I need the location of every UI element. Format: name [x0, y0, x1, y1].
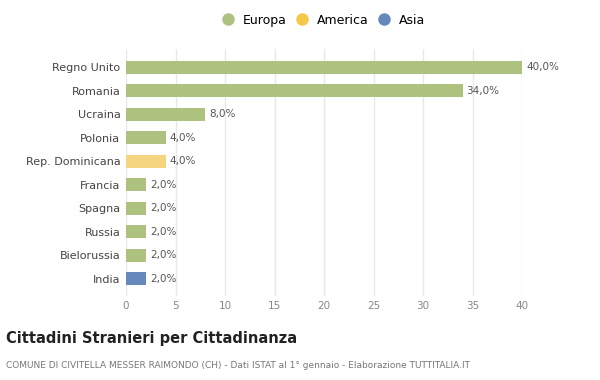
Text: 2,0%: 2,0% — [150, 227, 176, 237]
Bar — [126, 249, 146, 262]
Bar — [126, 108, 205, 120]
Text: 2,0%: 2,0% — [150, 180, 176, 190]
Text: Cittadini Stranieri per Cittadinanza: Cittadini Stranieri per Cittadinanza — [6, 331, 297, 345]
Text: 4,0%: 4,0% — [170, 133, 196, 142]
Bar — [126, 155, 166, 168]
Text: 8,0%: 8,0% — [209, 109, 236, 119]
Bar — [126, 61, 522, 74]
Text: 2,0%: 2,0% — [150, 203, 176, 213]
Text: 40,0%: 40,0% — [526, 62, 559, 72]
Bar — [126, 131, 166, 144]
Text: COMUNE DI CIVITELLA MESSER RAIMONDO (CH) - Dati ISTAT al 1° gennaio - Elaborazio: COMUNE DI CIVITELLA MESSER RAIMONDO (CH)… — [6, 361, 470, 370]
Bar — [126, 202, 146, 215]
Text: 4,0%: 4,0% — [170, 156, 196, 166]
Legend: Europa, America, Asia: Europa, America, Asia — [221, 11, 427, 29]
Text: 2,0%: 2,0% — [150, 274, 176, 284]
Text: 2,0%: 2,0% — [150, 250, 176, 260]
Bar — [126, 84, 463, 97]
Bar — [126, 272, 146, 285]
Bar — [126, 225, 146, 238]
Bar — [126, 178, 146, 191]
Text: 34,0%: 34,0% — [467, 86, 500, 96]
